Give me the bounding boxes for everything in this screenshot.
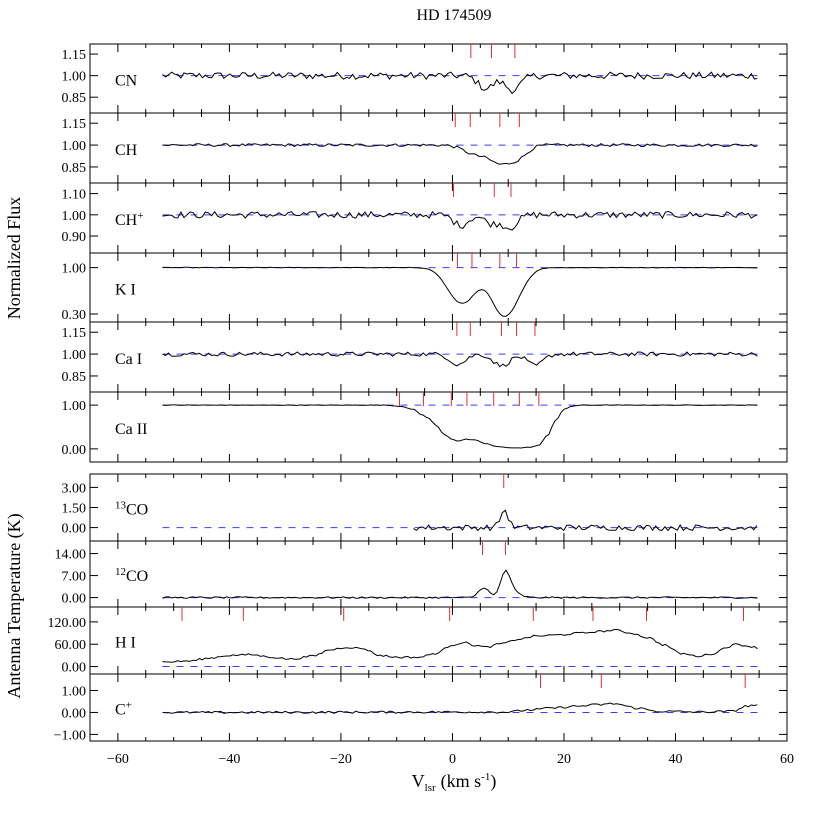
y-tick-label: 1.00: [62, 399, 87, 414]
y-tick-label: 60.00: [55, 638, 87, 653]
y-axis-label-bottom: Antenna Temperature (K): [4, 513, 25, 698]
species-label-hi: H I: [115, 635, 136, 652]
y-tick-label: 7.00: [62, 570, 87, 585]
spectrum-line-cn: [162, 71, 758, 95]
y-tick-label: 1.00: [62, 139, 87, 154]
panel-frame: [89, 252, 788, 323]
y-tick-label: 1.15: [62, 48, 87, 63]
panel-frame: [89, 182, 788, 254]
x-axis-label-main: V: [412, 771, 425, 791]
panel-chp: 1.10 1.00 0.90 CH+: [62, 182, 788, 254]
spectrum-line-cp: [162, 702, 758, 714]
y-tick-label: 0.85: [62, 370, 87, 385]
y-tick-label: 0.90: [62, 230, 87, 245]
x-tick-label: −60: [107, 752, 129, 767]
spectrum-line-ki: [162, 266, 758, 317]
y-tick-label: 1.50: [62, 502, 87, 517]
x-axis-label: Vlsr (km s-1): [412, 771, 497, 794]
y-tick-label: 1.00: [62, 70, 87, 85]
y-tick-label: 0.00: [62, 661, 87, 676]
x-tick-label: −40: [218, 752, 240, 767]
y-axis-label-top: Normalized Flux: [4, 197, 24, 319]
species-label-chp: CH+: [115, 210, 143, 229]
species-label-caii: Ca II: [115, 421, 147, 438]
x-tick-label: −20: [330, 752, 352, 767]
y-tick-label: 0.85: [62, 161, 87, 176]
species-label-ch: CH: [115, 142, 138, 159]
panel-12co: 14.00 7.00 0.00 12CO: [55, 540, 788, 608]
y-tick-label: 0.00: [62, 592, 87, 607]
y-tick-label: 3.00: [62, 481, 87, 496]
x-axis-label-units-sup: -1: [481, 771, 490, 783]
x-tick-label: 0: [449, 752, 456, 767]
species-label-13co: 13CO: [115, 500, 148, 519]
panel-frame: [89, 112, 788, 184]
spectrum-line-cai: [162, 351, 758, 368]
y-tick-label: 1.00: [62, 209, 87, 224]
y-tick-label: 0.00: [62, 706, 87, 721]
panels-group: 1.15 1.00 0.85 CN 1.15 1.00 0.85 CH 1.10 1.00 0.90…: [48, 43, 788, 743]
y-tick-label: 1.00: [62, 684, 87, 699]
x-axis-label-units-post: ): [490, 771, 496, 792]
y-tick-label: 14.00: [55, 548, 87, 563]
y-tick-label: −1.00: [54, 728, 86, 743]
species-label-cn: CN: [115, 73, 138, 90]
panel-frame: [89, 43, 788, 114]
x-tick-label: 60: [780, 752, 794, 767]
spectrum-line-caii: [162, 404, 758, 449]
x-axis-label-units-pre: (km s: [441, 771, 482, 792]
x-tick-label: 20: [557, 752, 571, 767]
x-axis-label-sub: lsr: [425, 782, 436, 794]
panel-cp: 1.00 0.00 −1.00 C+: [54, 673, 788, 743]
panel-ch: 1.15 1.00 0.85 CH: [62, 112, 788, 184]
species-label-cp: C+: [115, 700, 132, 719]
y-tick-label: 0.30: [62, 308, 87, 323]
panel-13co: 3.00 1.50 0.00 13CO: [62, 473, 788, 542]
species-label-12co: 12CO: [115, 566, 148, 585]
species-label-ki: K I: [115, 282, 136, 299]
x-tick-label: 40: [668, 752, 682, 767]
species-label-cai: Ca I: [115, 351, 142, 368]
y-tick-label: 0.00: [62, 522, 87, 537]
y-tick-label: 1.00: [62, 348, 87, 363]
panel-caii: 1.00 0.00 Ca II: [62, 391, 788, 463]
spectrum-line-12co: [162, 569, 758, 599]
panel-frame: [89, 321, 788, 393]
panel-cai: 1.15 1.00 0.85 Ca I: [62, 321, 788, 393]
y-tick-label: 1.00: [62, 262, 87, 277]
panel-frame: [89, 673, 788, 742]
spectrum-line-hi: [162, 628, 758, 663]
panel-frame: [89, 473, 788, 542]
panel-ki: 1.00 0.30 K I: [62, 252, 788, 323]
spectrum-line-ch: [162, 142, 758, 165]
spectrum-line-chp: [162, 210, 758, 231]
y-tick-label: 1.15: [62, 117, 87, 132]
y-tick-label: 120.00: [48, 616, 87, 631]
y-tick-label: 0.85: [62, 91, 87, 106]
panel-hi: 120.00 60.00 0.00 H I: [48, 606, 788, 676]
spectrum-line-13co: [413, 509, 758, 532]
panel-frame: [89, 391, 788, 463]
x-tick-labels: −60 −40 −20 0 20 40 60: [107, 752, 794, 767]
y-tick-label: 1.10: [62, 188, 87, 203]
chart-title: HD 174509: [416, 7, 491, 24]
panel-frame: [89, 606, 788, 675]
y-tick-label: 0.00: [62, 443, 87, 458]
y-tick-label: 1.15: [62, 326, 87, 341]
panel-cn: 1.15 1.00 0.85 CN: [62, 43, 788, 114]
